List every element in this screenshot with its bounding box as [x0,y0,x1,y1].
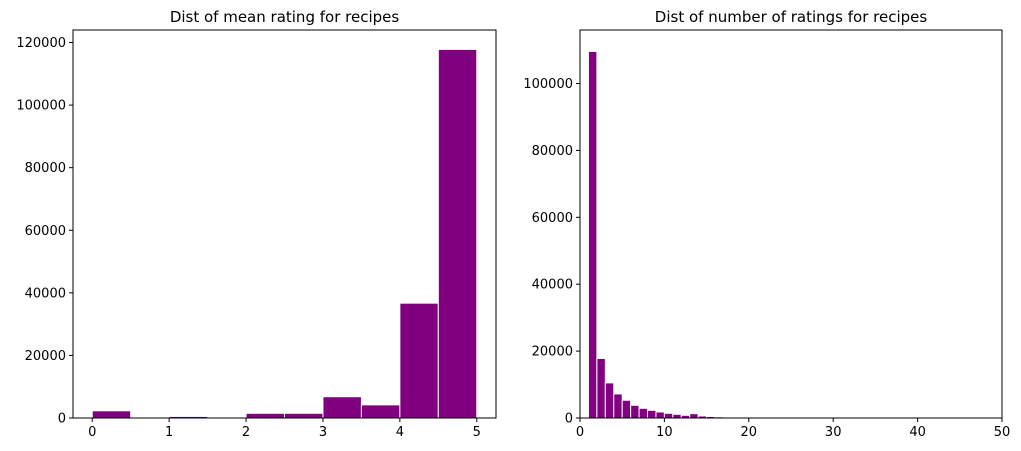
bar [399,302,439,419]
bar [245,412,285,419]
y-tick-label: 40000 [25,286,66,301]
y-tick-label: 0 [58,412,66,427]
bar [689,413,699,419]
axes-frame [72,29,497,419]
y-tick-label: 120000 [16,36,66,51]
bar [437,48,478,419]
axes-frame [579,29,1003,419]
bar [638,407,649,419]
x-tick-label: 0 [88,425,96,440]
x-tick-label: 10 [656,425,673,440]
x-tick-label: 4 [396,425,404,440]
bar [322,396,362,419]
chart-title: Dist of mean rating for recipes [170,8,400,26]
bar [613,393,623,419]
x-tick-label: 2 [242,425,250,440]
x-tick-label: 30 [825,425,842,440]
bar [655,411,665,419]
bar [630,404,640,419]
bar [604,382,615,419]
x-tick-label: 0 [576,425,584,440]
bar [587,50,598,419]
x-tick-label: 1 [165,425,173,440]
y-tick-label: 20000 [25,349,66,364]
y-tick-label: 20000 [532,345,573,360]
bar [360,404,401,419]
x-tick-label: 3 [319,425,327,440]
bar [663,412,674,419]
x-tick-label: 40 [909,425,926,440]
bar [647,409,657,419]
y-tick-label: 40000 [532,278,573,293]
bar [621,399,632,419]
bar [596,357,606,419]
bar [91,410,132,419]
x-tick-label: 5 [473,425,481,440]
y-tick-label: 100000 [523,77,573,92]
y-tick-label: 80000 [25,161,66,176]
x-tick-label: 20 [741,425,758,440]
x-tick-label: 50 [994,425,1011,440]
y-tick-label: 0 [565,412,573,427]
bar [284,412,324,419]
y-tick-label: 100000 [16,99,66,114]
chart-title: Dist of number of ratings for recipes [655,8,928,26]
y-tick-label: 80000 [532,144,573,159]
bar [672,413,682,419]
y-tick-label: 60000 [25,224,66,239]
y-tick-label: 60000 [532,211,573,226]
